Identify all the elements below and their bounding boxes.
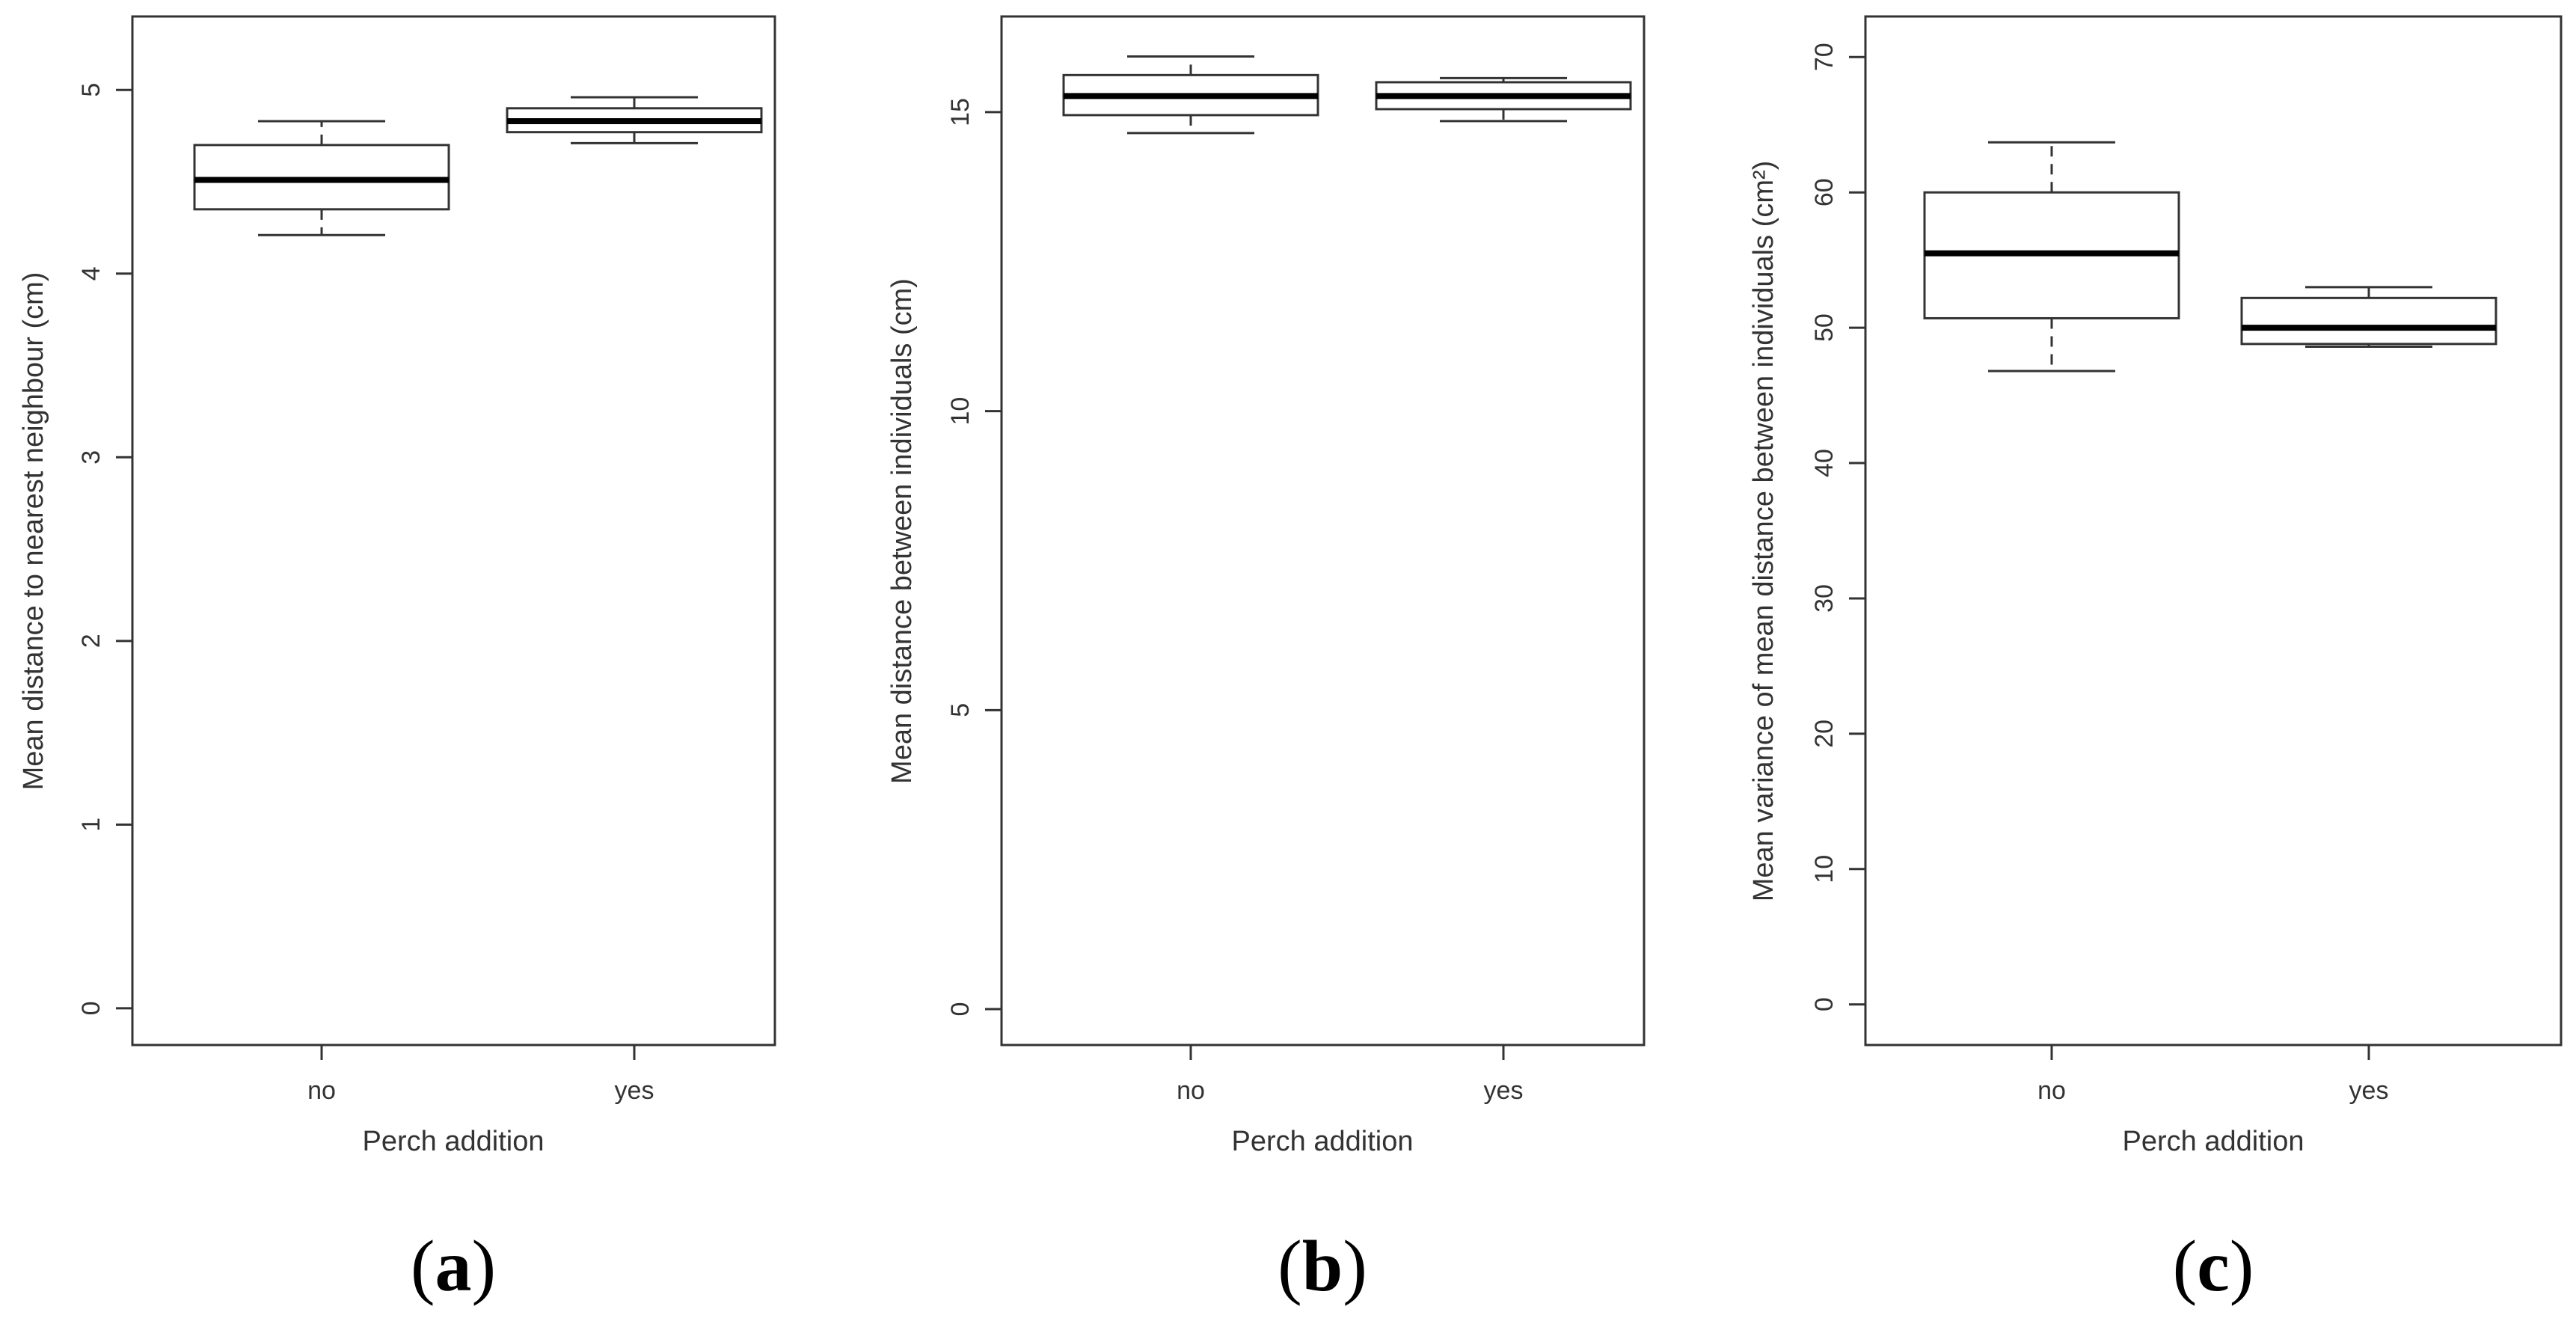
panel-b-boxes	[1062, 55, 1632, 135]
panel-c-y-tick-label: 30	[1810, 584, 1839, 613]
panel-a-boxes	[193, 96, 763, 236]
panel-a-y-tick-label: 2	[77, 634, 105, 648]
panel-b-label-close-paren: )	[1343, 1226, 1367, 1307]
panel-a-box-no	[193, 120, 450, 236]
panel-a-y-tick-label: 0	[77, 1001, 105, 1015]
panel-c-x-axis: no yes	[2037, 1044, 2389, 1105]
interquartile-box	[2240, 296, 2497, 346]
panel-a-y-axis: 0 1 2 3 4 5	[77, 83, 134, 1015]
panel-c-y-axis: 0 10 20 30 40 50 60 70	[1810, 43, 1867, 1011]
panel-a-box-yes	[506, 96, 763, 144]
panel-c-label-letter: c	[2197, 1226, 2230, 1307]
panel-a-label-close-paren: )	[472, 1226, 497, 1307]
panel-b-y-tick-label: 5	[946, 703, 975, 717]
panel-c-label-close-paren: )	[2230, 1226, 2254, 1307]
panel-b-y-tick-label: 0	[946, 1002, 975, 1017]
panel-a-x-axis-title: Perch addition	[363, 1126, 545, 1157]
panel-c-plot-frame	[1864, 15, 2563, 1047]
panel-c-box-no	[1923, 141, 2180, 373]
panel-b: 0 5 10 15 no yes Perch addition Mean distanc…	[886, 15, 1646, 1307]
panel-c-y-tick-label: 0	[1810, 997, 1839, 1011]
panel-b-box-yes	[1375, 76, 1632, 123]
panel-a-y-axis-title: Mean distance to nearest neighbour (cm)	[18, 272, 49, 791]
panel-b-label-open-paren: (	[1278, 1226, 1302, 1307]
panel-c-y-axis-title: Mean variance of mean distance between i…	[1748, 161, 1779, 902]
panel-b-x-axis-title: Perch addition	[1232, 1126, 1414, 1157]
panel-a-y-tick-label: 5	[77, 83, 105, 97]
panel-b-y-axis-title: Mean distance between individuals (cm)	[886, 278, 918, 784]
panel-a-x-axis: no yes	[307, 1044, 654, 1105]
panel-b-y-tick-label: 15	[946, 98, 975, 126]
panel-b-y-axis: 0 5 10 15	[946, 98, 1003, 1017]
panel-c-x-axis-title: Perch addition	[2123, 1126, 2304, 1157]
panel-b-x-axis: no yes	[1177, 1044, 1524, 1105]
panel-b-label-letter: b	[1302, 1226, 1343, 1307]
panel-b-x-tick-label: yes	[1484, 1076, 1524, 1105]
panel-b-x-tick-label: no	[1177, 1076, 1205, 1105]
panel-b-plot-frame	[1000, 15, 1646, 1047]
panel-c-x-tick-label: yes	[2349, 1076, 2389, 1105]
panel-c-y-tick-label: 40	[1810, 449, 1839, 477]
panel-c-y-tick-label: 50	[1810, 313, 1839, 342]
panel-c-label-open-paren: (	[2173, 1226, 2198, 1307]
panel-b-label: (b)	[1278, 1226, 1367, 1307]
panel-a-label: (a)	[411, 1226, 496, 1307]
panel-a: 0 1 2 3 4 5 no yes Perch addition Mean distanc…	[18, 15, 776, 1307]
panel-a-y-tick-label: 4	[77, 266, 105, 281]
panel-a-label-open-paren: (	[411, 1226, 435, 1307]
panel-c-box-yes	[2240, 286, 2497, 348]
panel-a-y-tick-label: 3	[77, 450, 105, 465]
panel-c-boxes	[1923, 141, 2497, 373]
panel-c-y-tick-label: 20	[1810, 720, 1839, 748]
panel-a-y-tick-label: 1	[77, 818, 105, 832]
panel-b-y-tick-label: 10	[946, 397, 975, 426]
panel-a-x-tick-label: no	[307, 1076, 336, 1105]
panel-c-y-tick-label: 70	[1810, 43, 1839, 71]
panel-a-x-tick-label: yes	[615, 1076, 654, 1105]
panel-b-box-no	[1062, 55, 1319, 135]
panel-c-x-tick-label: no	[2037, 1076, 2066, 1105]
panel-a-label-letter: a	[435, 1226, 472, 1307]
panel-c-y-tick-label: 60	[1810, 178, 1839, 206]
panel-c: 0 10 20 30 40 50 60 70 no yes Perch addition Mea…	[1748, 15, 2563, 1307]
panel-c-label: (c)	[2173, 1226, 2254, 1307]
panel-c-y-tick-label: 10	[1810, 855, 1839, 883]
